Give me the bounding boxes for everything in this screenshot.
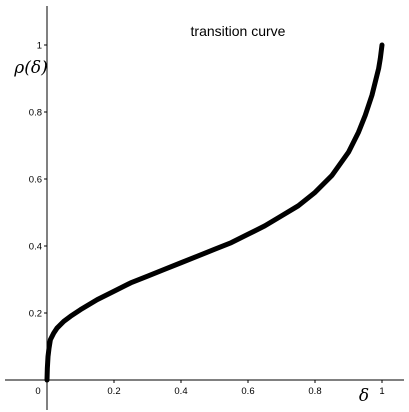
series-line-0 (44, 42, 385, 383)
y-tick-label: 0.6 (29, 175, 42, 186)
x-tick-label: 0.2 (107, 386, 120, 397)
x-tick-label: 1 (379, 386, 384, 397)
x-tick-label: 0.8 (308, 386, 321, 397)
y-tick-label: 0.2 (29, 309, 42, 320)
x-tick-label: 0.6 (241, 386, 254, 397)
y-axis-label: ρ(δ) (13, 58, 48, 78)
x-tick-label: 0 (35, 386, 40, 397)
axes (5, 6, 404, 410)
series-layer (44, 42, 385, 383)
chart-title: transition curve (191, 23, 286, 39)
x-ticks: 0 0.2 0.4 0.6 0.8 1 (35, 380, 385, 397)
x-axis-label: δ (359, 386, 369, 406)
x-tick-label: 0.4 (174, 386, 187, 397)
y-tick-label: 1 (37, 41, 42, 52)
y-tick-label: 0.8 (29, 108, 42, 119)
y-tick-label: 0.4 (29, 242, 42, 253)
y-ticks: 0.2 0.4 0.6 0.8 1 (29, 41, 47, 320)
